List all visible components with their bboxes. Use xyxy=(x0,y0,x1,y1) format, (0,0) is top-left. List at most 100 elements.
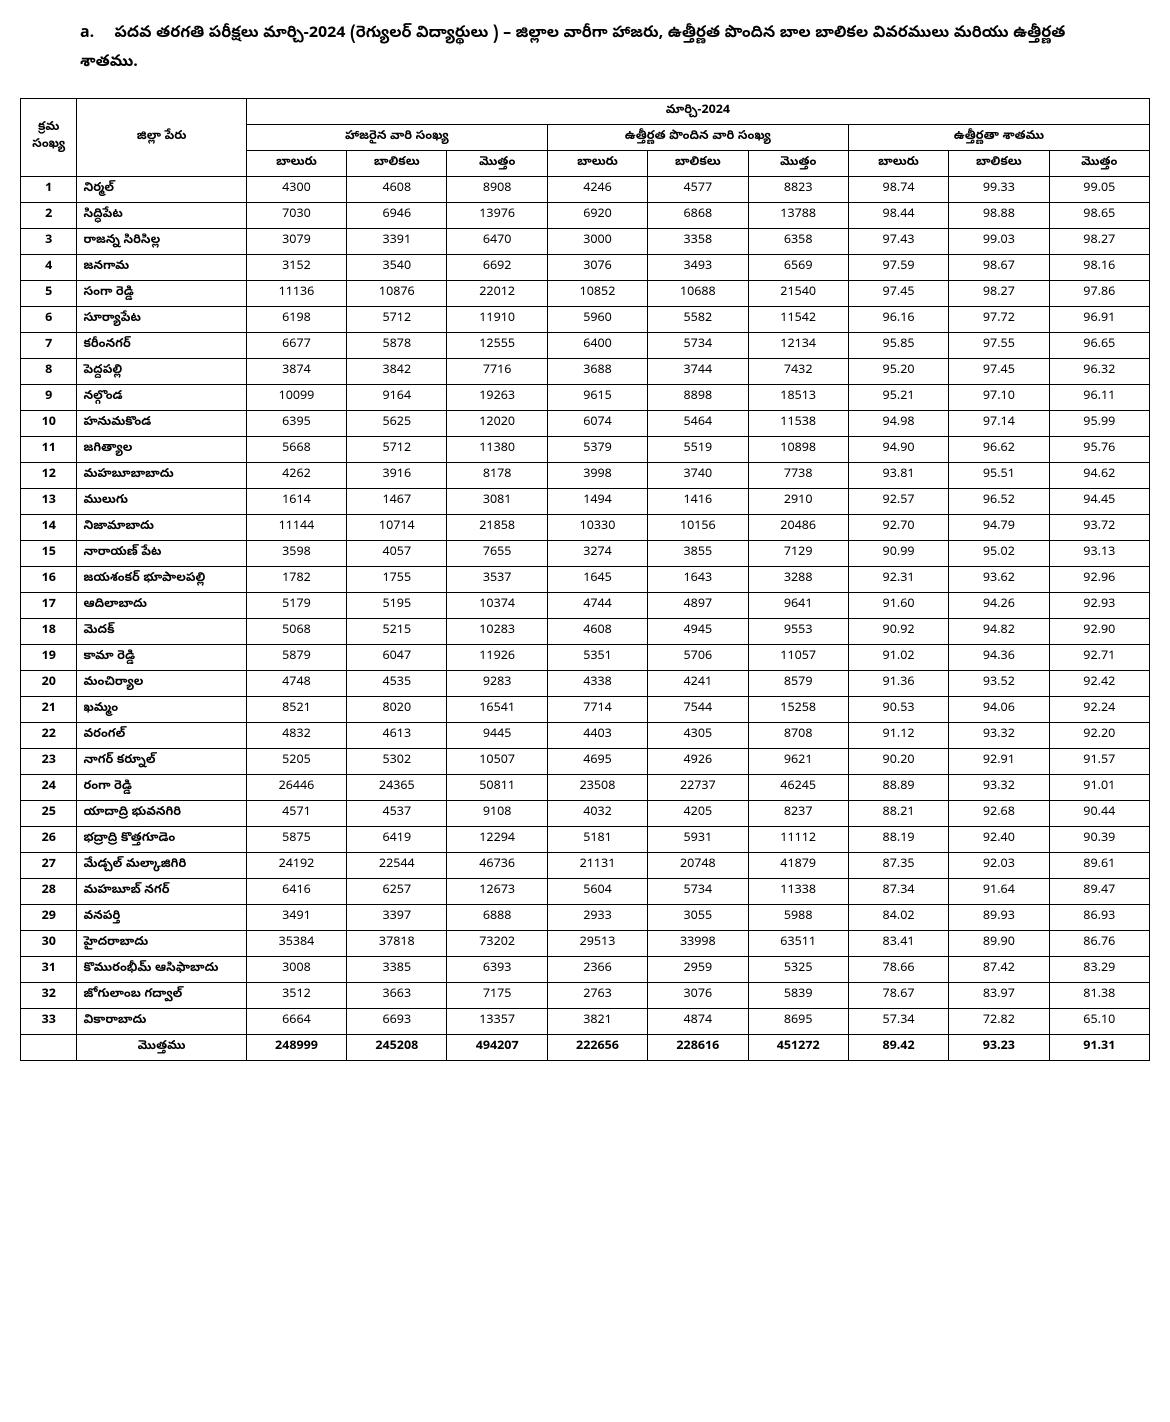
cell-pcb: 78.66 xyxy=(848,956,948,982)
page-heading: a. పదవ తరగతి పరీక్షలు మార్చి-2024 (రెగ్య… xyxy=(80,20,1110,78)
cell-ab: 26446 xyxy=(246,774,346,800)
cell-ag: 6257 xyxy=(347,878,447,904)
cell-ab: 6198 xyxy=(246,306,346,332)
cell-pt: 8695 xyxy=(748,1008,848,1034)
cell-name: ఆదిలాబాదు xyxy=(77,592,246,618)
cell-ag: 5712 xyxy=(347,306,447,332)
cell-pcg: 91.64 xyxy=(949,878,1049,904)
table-row: 33వికారాబాదు666466931335738214874869557.… xyxy=(21,1008,1150,1034)
cell-pg: 5519 xyxy=(648,436,748,462)
cell-sno: 12 xyxy=(21,462,77,488)
cell-ag: 8020 xyxy=(347,696,447,722)
cell-pg: 33998 xyxy=(648,930,748,956)
cell-pcb: 98.44 xyxy=(848,202,948,228)
cell-pb: 1494 xyxy=(547,488,647,514)
header-period: మార్చి-2024 xyxy=(246,98,1149,124)
table-row: 27మేడ్చల్ మల్కాజిగిరి2419222544467362113… xyxy=(21,852,1150,878)
footer-pg: 228616 xyxy=(648,1034,748,1060)
footer-ab: 248999 xyxy=(246,1034,346,1060)
table-row: 28మహబూబ్ నగర్641662571267356045734113388… xyxy=(21,878,1150,904)
cell-pcb: 91.12 xyxy=(848,722,948,748)
table-row: 18మెదక్506852151028346084945955390.9294.… xyxy=(21,618,1150,644)
cell-at: 10374 xyxy=(447,592,547,618)
cell-pcb: 90.53 xyxy=(848,696,948,722)
table-row: 14నిజామాబాదు1114410714218581033010156204… xyxy=(21,514,1150,540)
cell-pg: 3493 xyxy=(648,254,748,280)
cell-pt: 46245 xyxy=(748,774,848,800)
cell-pg: 3055 xyxy=(648,904,748,930)
cell-pt: 6358 xyxy=(748,228,848,254)
table-row: 6సూర్యాపేట6198571211910596055821154296.1… xyxy=(21,306,1150,332)
table-row: 26భద్రాద్రి కొత్తగూడెం587564191229451815… xyxy=(21,826,1150,852)
cell-at: 6888 xyxy=(447,904,547,930)
cell-pt: 10898 xyxy=(748,436,848,462)
cell-pg: 5464 xyxy=(648,410,748,436)
cell-name: భద్రాద్రి కొత్తగూడెం xyxy=(77,826,246,852)
cell-ab: 4832 xyxy=(246,722,346,748)
table-row: 32జోగులాంబ గద్వాల్3512366371752763307658… xyxy=(21,982,1150,1008)
cell-pct: 86.93 xyxy=(1049,904,1149,930)
table-row: 17ఆదిలాబాదు517951951037447444897964191.6… xyxy=(21,592,1150,618)
cell-sno: 2 xyxy=(21,202,77,228)
cell-pb: 1645 xyxy=(547,566,647,592)
cell-at: 50811 xyxy=(447,774,547,800)
cell-pct: 98.65 xyxy=(1049,202,1149,228)
cell-ab: 3491 xyxy=(246,904,346,930)
cell-pcg: 99.03 xyxy=(949,228,1049,254)
cell-pb: 4403 xyxy=(547,722,647,748)
cell-ag: 5302 xyxy=(347,748,447,774)
cell-pg: 2959 xyxy=(648,956,748,982)
cell-pt: 8237 xyxy=(748,800,848,826)
cell-ag: 3540 xyxy=(347,254,447,280)
cell-pcg: 97.72 xyxy=(949,306,1049,332)
cell-name: సూర్యాపేట xyxy=(77,306,246,332)
cell-sno: 11 xyxy=(21,436,77,462)
cell-at: 16541 xyxy=(447,696,547,722)
cell-ab: 6677 xyxy=(246,332,346,358)
cell-name: రంగా రెడ్డి xyxy=(77,774,246,800)
cell-pcb: 84.02 xyxy=(848,904,948,930)
cell-pg: 7544 xyxy=(648,696,748,722)
cell-ab: 5668 xyxy=(246,436,346,462)
cell-ag: 3663 xyxy=(347,982,447,1008)
cell-pct: 90.44 xyxy=(1049,800,1149,826)
cell-pct: 91.01 xyxy=(1049,774,1149,800)
cell-pg: 3358 xyxy=(648,228,748,254)
cell-name: సిద్ధిపేట xyxy=(77,202,246,228)
cell-ab: 24192 xyxy=(246,852,346,878)
cell-name: హైదరాబాదు xyxy=(77,930,246,956)
cell-sno: 31 xyxy=(21,956,77,982)
header-group-percent: ఉత్తీర్ణతా శాతము xyxy=(848,124,1149,150)
cell-ab: 5068 xyxy=(246,618,346,644)
cell-pct: 92.42 xyxy=(1049,670,1149,696)
cell-pb: 4338 xyxy=(547,670,647,696)
cell-at: 8908 xyxy=(447,176,547,202)
cell-pb: 29513 xyxy=(547,930,647,956)
cell-ag: 4608 xyxy=(347,176,447,202)
cell-pb: 4032 xyxy=(547,800,647,826)
cell-pcg: 83.97 xyxy=(949,982,1049,1008)
cell-name: జగిత్యాల xyxy=(77,436,246,462)
cell-at: 7716 xyxy=(447,358,547,384)
cell-ab: 1614 xyxy=(246,488,346,514)
cell-ab: 35384 xyxy=(246,930,346,956)
cell-pt: 2910 xyxy=(748,488,848,514)
cell-sno: 25 xyxy=(21,800,77,826)
cell-ag: 4535 xyxy=(347,670,447,696)
cell-pt: 41879 xyxy=(748,852,848,878)
cell-pcg: 89.90 xyxy=(949,930,1049,956)
cell-sno: 17 xyxy=(21,592,77,618)
table-row: 5సంగా రెడ్డి1113610876220121085210688215… xyxy=(21,280,1150,306)
cell-ag: 6946 xyxy=(347,202,447,228)
cell-name: నారాయణ్ పేట xyxy=(77,540,246,566)
cell-ag: 10876 xyxy=(347,280,447,306)
cell-pct: 89.61 xyxy=(1049,852,1149,878)
cell-pt: 3288 xyxy=(748,566,848,592)
cell-name: నల్గొండ xyxy=(77,384,246,410)
header-girls: బాలికలు xyxy=(949,150,1049,176)
cell-pg: 4241 xyxy=(648,670,748,696)
cell-pct: 94.62 xyxy=(1049,462,1149,488)
cell-pt: 7129 xyxy=(748,540,848,566)
cell-pt: 9641 xyxy=(748,592,848,618)
cell-name: ములుగు xyxy=(77,488,246,514)
